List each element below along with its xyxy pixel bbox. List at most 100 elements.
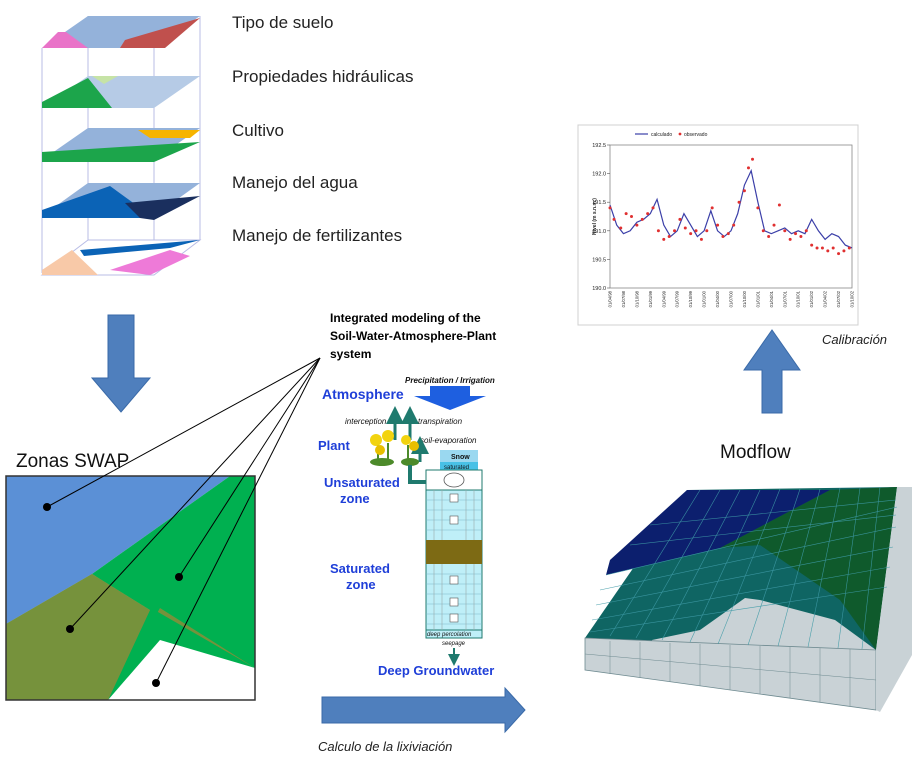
atmosphere-label: Atmosphere (322, 386, 404, 402)
modflow-grid-lines (589, 486, 898, 650)
point-observado (746, 166, 750, 170)
saturated-line-1: Saturated (330, 561, 390, 576)
legend-marker-observado (678, 132, 682, 136)
swap-title-line-1: Integrated modeling of the (330, 311, 481, 325)
y-tick-label: 192.5 (592, 143, 606, 149)
x-tick-label: 01/04/01 (769, 290, 774, 307)
deep-groundwater-label: Deep Groundwater (378, 663, 494, 678)
right-arrow (321, 686, 526, 734)
flower-icon (370, 430, 394, 466)
layer-label-hydraulic-properties: Propiedades hidráulicas (232, 67, 413, 86)
layer-stack (40, 16, 202, 276)
point-observado (810, 243, 814, 247)
x-tick-label: 01/10/00 (742, 290, 747, 307)
point-observado (710, 206, 714, 210)
x-tick-label: 01/01/01 (755, 290, 760, 307)
point-observado (772, 223, 776, 227)
point-observado (635, 223, 639, 227)
swap-panel: Integrated modeling of the Soil-Water-At… (318, 311, 496, 678)
point-observado (847, 246, 851, 250)
point-observado (799, 235, 803, 239)
modflow-title: Modflow (720, 442, 791, 463)
saturated-small-box (440, 462, 478, 470)
snow-box (440, 450, 478, 462)
layer-label-crop: Cultivo (232, 121, 284, 140)
layer-labels: Tipo de suelo Propiedades hidráulicas Cu… (232, 13, 413, 245)
plot-area (609, 144, 853, 289)
seepage-label: seepage (442, 641, 466, 647)
leaching-caption: Calculo de la lixiviación (318, 739, 452, 754)
y-tick-label: 191.5 (592, 200, 606, 206)
point-observado (640, 217, 644, 221)
legend-label-observado: observado (684, 132, 708, 138)
x-tick-label: 01/07/00 (729, 290, 734, 307)
point-observado (751, 157, 755, 161)
swap-zones-map (5, 475, 256, 701)
point-observado (761, 229, 765, 233)
layer-label-soil-type: Tipo de suelo (232, 13, 333, 32)
calibration-caption: Calibración (822, 332, 887, 347)
x-tick-label: 01/04/99 (661, 290, 666, 307)
point-observado (646, 212, 650, 216)
point-observado (756, 206, 760, 210)
point-observado (673, 229, 677, 233)
point-observado (726, 232, 730, 236)
point-observado (630, 215, 634, 218)
point-observado (777, 203, 781, 207)
x-tick-label: 01/07/02 (836, 290, 841, 307)
layer-hydraulic-properties (42, 76, 200, 108)
point-observado (667, 235, 671, 239)
x-tick-label: 01/04/00 (715, 290, 720, 307)
layer-crop (42, 128, 200, 162)
point-observado (721, 235, 725, 239)
point-observado (815, 246, 819, 250)
deep-percolation-label: deep percolation (427, 632, 472, 638)
point-observado (826, 249, 830, 253)
layer-water-management (42, 183, 200, 220)
point-observado (767, 235, 771, 239)
point-observado (619, 226, 623, 230)
x-tick-label: 01/07/98 (621, 290, 626, 307)
point-observado (651, 206, 655, 210)
y-axis-label: Nivel (m s.n.m.) (592, 198, 598, 235)
layer-soil-type (42, 16, 200, 48)
saturated-small-label: saturated (444, 465, 469, 471)
down-arrow (90, 314, 152, 413)
point-observado (794, 232, 798, 236)
interception-label: interception (345, 417, 387, 426)
y-tick-label: 190.5 (592, 257, 606, 263)
point-observado (742, 189, 746, 193)
point-observado (608, 206, 612, 210)
series-calculado (609, 168, 853, 249)
point-observado (820, 246, 824, 250)
point-observado (732, 223, 736, 227)
x-tick-label: 01/01/99 (648, 290, 653, 307)
soil-column (425, 469, 483, 639)
precipitation-arrow (414, 386, 486, 410)
chart-root: 190.0 190.5 191.0 191.5 192.0 192.5 01/04/98 01… (592, 132, 855, 307)
snow-label: Snow (451, 454, 470, 461)
saturated-line-2: zone (346, 577, 376, 592)
point-observado (683, 226, 687, 230)
layer-label-fertilizer-management: Manejo de fertilizantes (232, 226, 402, 245)
modflow-grid (584, 486, 912, 712)
point-observado (716, 223, 720, 227)
point-observado (689, 232, 693, 236)
transpiration-label: transpiration (418, 417, 463, 426)
soil-evaporation-label: soil-evaporation (420, 436, 477, 445)
precipitation-label: Precipitation / Irrigation (405, 376, 495, 385)
x-tick-label: 01/10/02 (850, 290, 855, 307)
point-observado (678, 217, 682, 221)
point-observado (624, 212, 628, 216)
point-observado (831, 246, 835, 250)
legend-label-calculado: calculado (651, 132, 672, 138)
x-tick-label: 01/07/01 (782, 290, 787, 307)
x-tick-label: 01/01/02 (809, 290, 814, 307)
up-arrow (743, 329, 801, 414)
root-uptake-pipe (408, 465, 426, 484)
point-observado (705, 229, 709, 233)
swap-title-line-3: system (330, 347, 371, 361)
x-tick-label: 01/10/98 (634, 290, 639, 307)
point-observado (699, 237, 703, 241)
point-observado (842, 249, 846, 253)
